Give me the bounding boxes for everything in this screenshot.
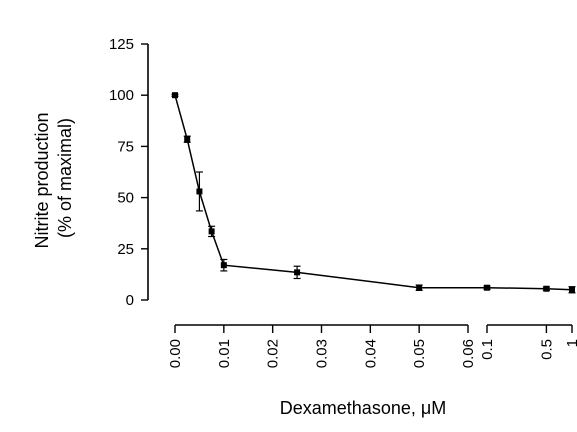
y-tick-label-125: 125 [109,36,134,53]
x-tick-0.03-label: 0.03 [314,339,331,368]
x-ticks: 0.00 0.01 0.02 0.03 0.04 0.05 0.060.1 0.5 1 [167,325,577,368]
x-axis-label: Dexamethasone, μM [280,398,446,418]
y-tick-label-25: 25 [117,241,134,258]
data-point-1 [184,136,191,143]
data-point-0 [172,92,178,99]
y-tick-label-100: 100 [109,87,134,104]
x-tick-0.05-label: 0.05 [411,339,428,368]
data-point-8 [484,284,490,291]
x-tick-0.1-label: 0.1 [479,339,496,360]
y-tick-label-0: 0 [126,292,134,309]
error-bars [171,93,576,294]
data-point-2 [196,188,203,195]
series-line [174,94,573,291]
data-point-10 [569,286,575,293]
data-point-4 [220,262,227,269]
data-point-5 [294,269,301,276]
data-point-3 [208,228,215,235]
data-point-9 [543,285,550,292]
y-axis-label-line-1: Nitrite production [32,112,52,248]
x-tick-0.02-label: 0.02 [265,339,282,368]
y-ticks: 0 25 50 75 100 125 [109,36,148,309]
plot-area [171,92,576,294]
data-markers [172,92,575,293]
x-tick-0.04-label: 0.04 [362,339,379,368]
y-tick-label-50: 50 [117,190,134,207]
x-tick-0.5-label: 0.5 [538,339,555,360]
x-tick-0.00-label: 0.00 [167,339,184,368]
y-axis-label: Nitrite production (% of maximal) [32,107,75,248]
y-tick-label-75: 75 [117,138,134,155]
data-point-6 [416,284,423,291]
x-tick-0.06-label: 0.06 [460,339,477,368]
x-tick-1-label: 1 [564,339,577,347]
y-axis-label-line-2: (% of maximal) [55,118,75,238]
x-tick-0.01-label: 0.01 [216,339,233,368]
